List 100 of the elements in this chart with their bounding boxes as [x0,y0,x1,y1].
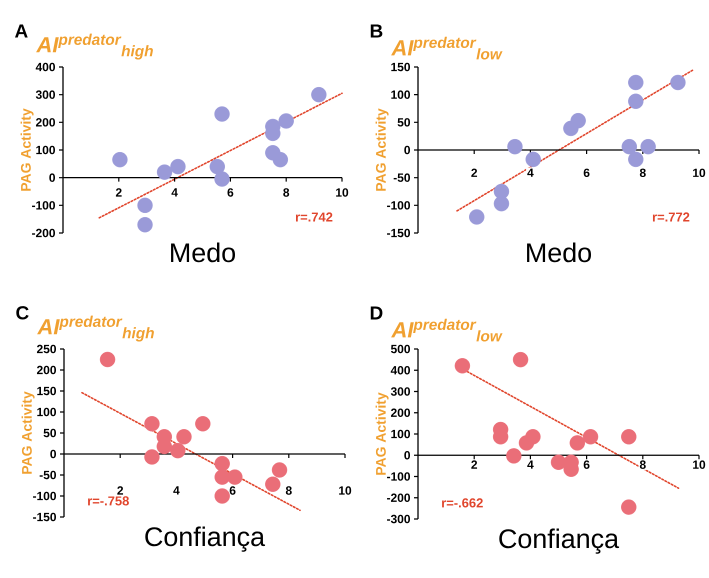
point [214,488,230,504]
y-tick-label: 0 [404,146,410,154]
point [628,152,644,168]
x-tick-label: 8 [283,188,290,197]
point [272,152,288,168]
x-axis-title: Medo [171,242,236,262]
chart-subtitle: AI$^{predator}$high [37,316,154,342]
annotation: r=-.758 [88,496,129,506]
chart-title: B [370,24,382,38]
y-tick-label: 100 [391,90,410,99]
x-tick-label: 4 [527,168,534,177]
point [621,499,636,515]
point [170,158,186,174]
point [311,86,327,102]
x-axis-title: Confiança [145,526,266,552]
point [170,442,186,458]
point [137,216,153,232]
point [156,164,172,180]
point [454,358,470,374]
x-tick-label: 2 [471,168,478,177]
x-tick-label: 6 [228,188,234,197]
y-tick-label: -300 [387,514,410,524]
point [144,449,160,465]
point [214,456,230,472]
point [195,416,211,432]
x-tick-label: 2 [471,460,478,469]
point [525,429,541,444]
chart-subtitle: AI$^{predator}$low [391,36,503,60]
y-tick-label: 50 [44,428,56,438]
annotation: r=.772 [652,212,690,222]
y-tick-label: 300 [390,387,410,396]
y-tick-label: 100 [36,146,55,154]
x-tick-label: 8 [286,486,292,495]
x-tick-label: 6 [230,486,236,495]
y-tick-label: 200 [390,408,410,417]
point [214,171,230,187]
point [507,138,523,154]
point [628,74,644,90]
y-tick-label: -200 [387,494,410,502]
y-axis-title: PAG Activity [376,392,389,475]
point [570,435,586,451]
point [582,429,598,444]
point [506,448,522,464]
point [278,113,294,129]
point [494,196,510,212]
point [469,209,484,225]
y-axis-title: PAG Activity [376,108,389,191]
y-tick-label: -150 [33,512,56,522]
x-tick-label: 2 [116,188,122,197]
point [210,158,225,174]
y-tick-label: -100 [387,201,410,210]
chart-title: D [370,306,382,320]
point [272,462,288,478]
chart-subtitle: AI$^{predator}$low [391,318,503,342]
x-tick-label: 2 [117,486,124,495]
x-tick-label: 10 [693,168,706,178]
point [100,352,116,368]
point [621,429,636,444]
y-tick-label: 500 [390,344,410,354]
point [176,429,192,444]
x-tick-label: 6 [584,168,590,178]
y-tick-label: 0 [49,173,55,182]
point [640,138,656,154]
point [550,454,566,470]
y-axis-title: PAG Activity [22,391,35,474]
x-axis-title: Medo [527,242,592,262]
x-tick-label: 10 [339,486,352,495]
point [265,476,280,492]
y-tick-label: 100 [391,430,410,438]
x-tick-label: 8 [640,460,646,469]
point [112,152,128,168]
y-tick-label: 300 [36,90,55,99]
point [137,198,153,214]
x-tick-label: 8 [640,168,646,178]
x-tick-label: 6 [584,460,590,469]
point [512,352,528,368]
y-tick-label: 150 [37,386,56,396]
point [144,416,160,432]
point [622,138,638,154]
point [214,106,230,122]
y-tick-label: 100 [37,408,56,416]
y-tick-label: 150 [391,62,410,72]
y-tick-label: -50 [40,470,56,480]
y-axis-title: PAG Activity [20,108,34,191]
y-tick-label: -100 [32,201,55,210]
y-tick-label: -100 [33,492,56,500]
y-tick-label: -50 [394,173,410,182]
point [227,469,243,485]
y-tick-label: 50 [398,118,410,127]
x-tick-label: 10 [693,460,706,469]
point [628,94,644,109]
chart-subtitle: AI$^{predator}$high [36,34,153,60]
x-tick-label: 10 [336,188,348,197]
y-tick-label: 400 [390,366,410,374]
chart-title: C [16,306,29,320]
y-tick-label: 400 [36,62,55,72]
x-tick-label: 4 [173,486,180,495]
x-tick-label: 4 [527,460,534,469]
y-tick-label: 0 [50,450,56,458]
x-axis-title: Confiança [499,528,620,554]
